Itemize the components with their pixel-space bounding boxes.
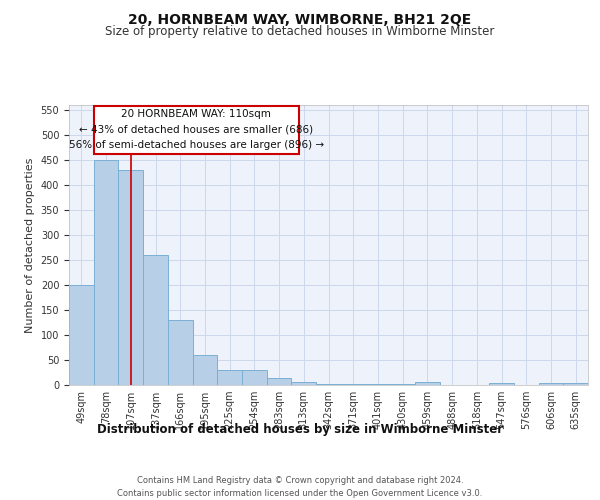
Bar [118, 170, 143, 385]
Bar [292, 382, 316, 385]
Text: Distribution of detached houses by size in Wimborne Minster: Distribution of detached houses by size … [97, 422, 503, 436]
Y-axis label: Number of detached properties: Number of detached properties [25, 158, 35, 332]
Text: Contains HM Land Registry data © Crown copyright and database right 2024.
Contai: Contains HM Land Registry data © Crown c… [118, 476, 482, 498]
Text: Size of property relative to detached houses in Wimborne Minster: Size of property relative to detached ho… [106, 25, 494, 38]
Text: 20 HORNBEAM WAY: 110sqm
← 43% of detached houses are smaller (686)
56% of semi-d: 20 HORNBEAM WAY: 110sqm ← 43% of detache… [69, 109, 324, 150]
Bar [539, 383, 563, 385]
Bar [365, 384, 390, 385]
Bar [489, 383, 514, 385]
Bar [267, 378, 292, 385]
Bar [143, 255, 168, 385]
Bar [415, 382, 440, 385]
Bar [168, 320, 193, 385]
Text: 20, HORNBEAM WAY, WIMBORNE, BH21 2QE: 20, HORNBEAM WAY, WIMBORNE, BH21 2QE [128, 12, 472, 26]
Bar [390, 384, 415, 385]
Bar [217, 370, 242, 385]
Bar [94, 106, 299, 154]
Bar [242, 370, 267, 385]
Bar [316, 384, 341, 385]
Bar [193, 355, 217, 385]
Bar [69, 285, 94, 385]
Bar [341, 384, 365, 385]
Bar [94, 160, 118, 385]
Bar [563, 383, 588, 385]
